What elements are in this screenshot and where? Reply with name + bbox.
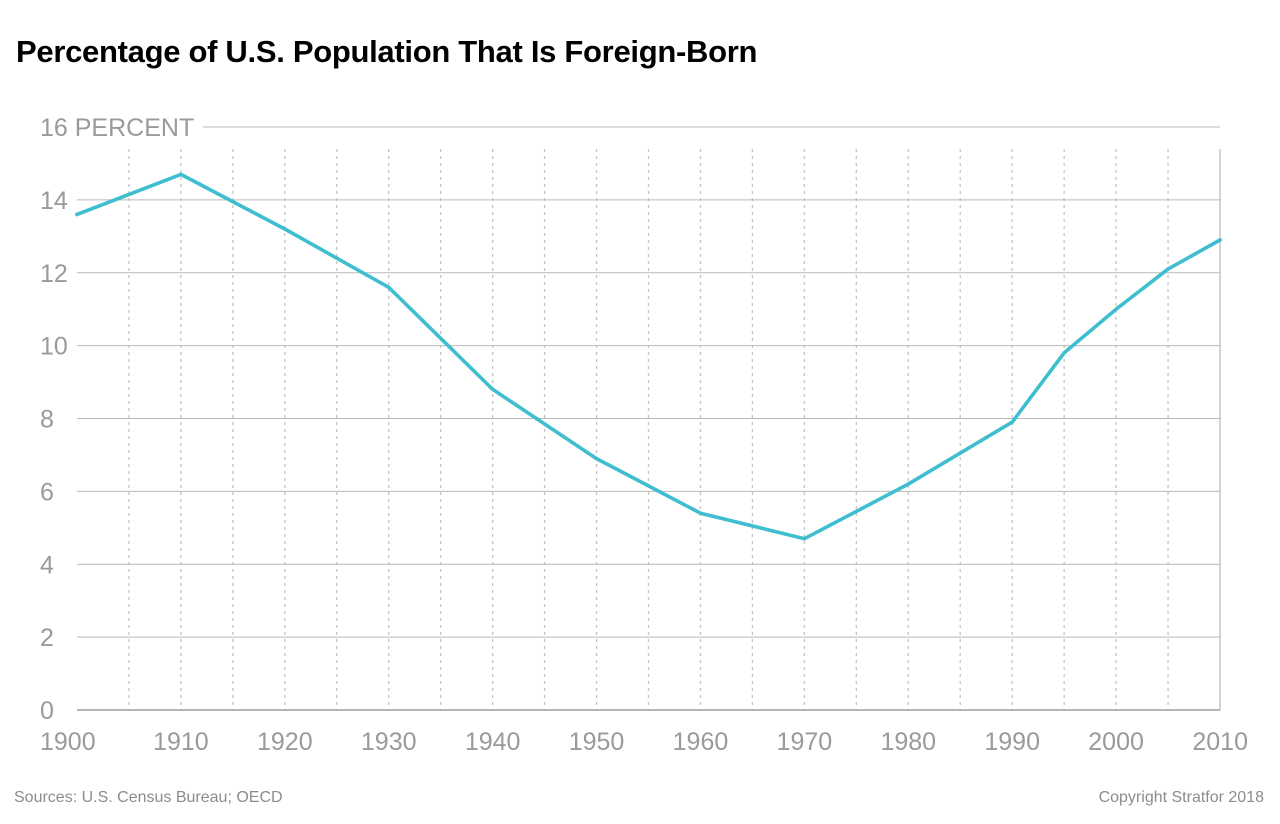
vertical-gridlines (128, 149, 1221, 710)
data-point (283, 227, 287, 231)
horizontal-gridlines (77, 126, 1220, 711)
x-tick-label: 1910 (153, 728, 209, 756)
y-tick-label: 4 (40, 551, 54, 579)
x-tick-label: 2010 (1192, 728, 1248, 756)
data-point (75, 212, 79, 217)
x-tick-label: 1950 (569, 728, 625, 756)
data-point (1166, 267, 1170, 271)
copyright-note: Copyright Stratfor 2018 (1098, 789, 1264, 806)
series-line (75, 172, 1222, 541)
data-point (386, 285, 391, 290)
data-point (1218, 238, 1222, 242)
x-axis-tick-labels: 1900 1910 1920 1930 1940 1950 1960 1970 1980 1990… (40, 728, 1248, 756)
x-tick-label: 1980 (880, 728, 936, 756)
x-tick-label: 2000 (1088, 728, 1144, 756)
y-axis-tick-labels: 0 2 4 6 8 10 12 14 16 PERCENT (40, 114, 194, 725)
y-tick-label: 0 (40, 697, 54, 725)
y-tick-label: 8 (40, 406, 54, 434)
data-point (490, 387, 495, 392)
x-tick-label: 1970 (777, 728, 833, 756)
y-tick-label: 14 (40, 187, 68, 215)
data-point (1114, 307, 1118, 311)
chart-title: Percentage of U.S. Population That Is Fo… (16, 34, 758, 69)
series-layer (75, 172, 1222, 541)
x-tick-label: 1920 (257, 728, 313, 756)
y-tick-label: 12 (40, 260, 68, 288)
y-tick-label: 16 PERCENT (40, 114, 194, 142)
y-tick-label: 10 (40, 333, 68, 361)
data-point (1010, 420, 1014, 424)
x-tick-label: 1900 (40, 728, 96, 756)
x-tick-label: 1960 (673, 728, 729, 756)
x-tick-label: 1990 (984, 728, 1040, 756)
data-point (906, 482, 911, 486)
x-tick-label: 1940 (465, 728, 521, 756)
y-tick-label: 6 (40, 478, 54, 506)
data-point (179, 172, 183, 177)
data-point (1062, 351, 1066, 355)
data-point (698, 511, 703, 516)
x-tick-label: 1930 (361, 728, 417, 756)
data-point (802, 536, 807, 541)
y-tick-label: 2 (40, 624, 54, 652)
data-point (594, 456, 599, 461)
source-note: Sources: U.S. Census Bureau; OECD (14, 789, 283, 806)
